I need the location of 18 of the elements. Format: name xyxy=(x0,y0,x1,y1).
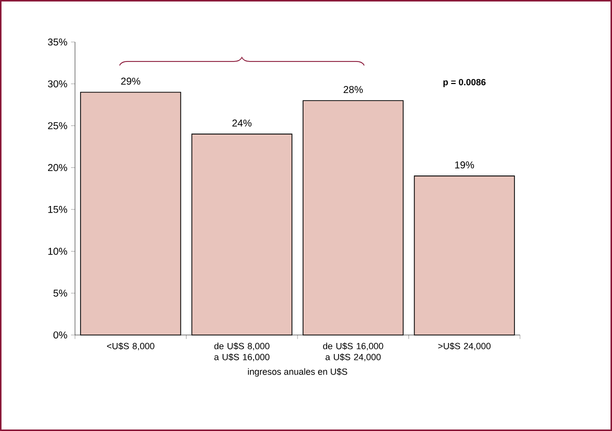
x-tick-label: de U$S 8,000 a U$S 16,000 xyxy=(214,342,270,362)
y-tick-label: 15% xyxy=(48,206,68,213)
data-label: 19% xyxy=(455,161,474,168)
x-tick-label: >U$S 24,000 xyxy=(438,342,491,350)
y-tick-label: 10% xyxy=(48,248,68,255)
annotation: p = 0.0086 xyxy=(443,78,486,88)
y-tick-label: 0% xyxy=(53,331,68,339)
y-tick-label: 20% xyxy=(48,164,68,172)
x-tick-label: de U$S 16,000 a U$S 24,000 xyxy=(323,342,384,362)
x-axis-title: ingresos anuales en U$S xyxy=(248,368,348,377)
y-tick-label: 5% xyxy=(53,290,68,297)
data-label: 28% xyxy=(344,86,363,94)
data-label: 29% xyxy=(121,78,140,85)
x-tick-label: <U$S 8,000 xyxy=(107,342,154,350)
y-tick-label: 25% xyxy=(48,122,68,130)
y-tick-label: 30% xyxy=(48,80,68,88)
data-label: 24% xyxy=(232,120,252,127)
y-tick-label: 35% xyxy=(48,38,68,46)
